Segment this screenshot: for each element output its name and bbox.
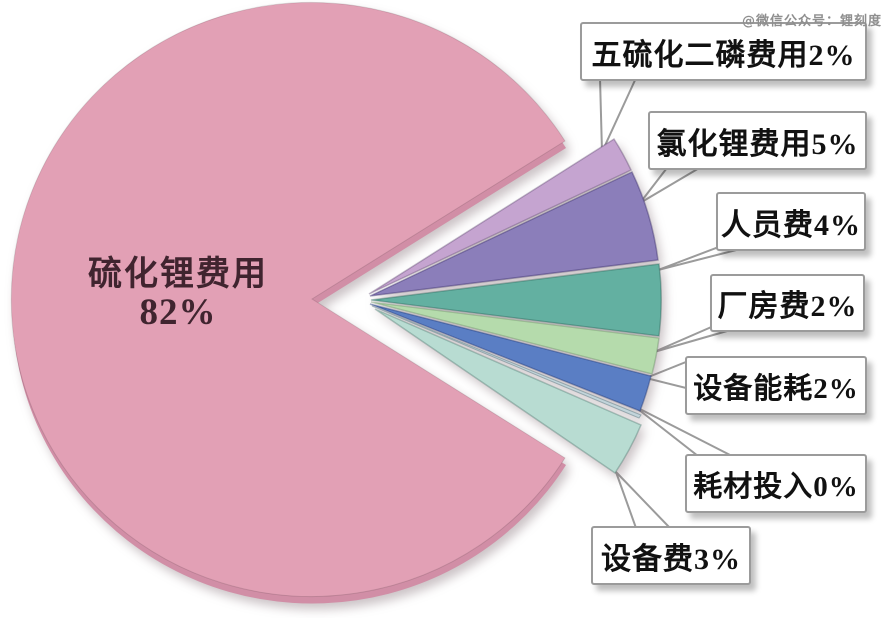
callout-text-plant: 厂房费2% xyxy=(717,290,858,323)
pie-slice-personnel xyxy=(370,263,662,337)
pie-slice-licl xyxy=(369,171,659,297)
main-slice-percentage: 82% xyxy=(139,292,217,334)
pie-slices xyxy=(10,2,662,604)
main-slice-name: 硫化锂费用 xyxy=(88,256,268,293)
pie-slice-consumables xyxy=(371,305,642,419)
pie-slice-energy xyxy=(369,303,652,412)
callout-text-personnel: 人员费4% xyxy=(721,208,861,242)
callout-text-p2s5: 五硫化二磷费用2% xyxy=(591,38,856,72)
callout-tail-p2s5 xyxy=(598,77,638,153)
pie-slice-plant xyxy=(370,301,660,375)
callout-tail-equipment xyxy=(615,471,673,529)
callout-text-energy: 设备能耗2% xyxy=(693,372,859,405)
callout-label-energy: 设备能耗2% xyxy=(685,356,867,415)
callout-label-p2s5: 五硫化二磷费用2% xyxy=(580,22,867,81)
main-slice-label: 硫化锂费用 82% xyxy=(66,256,290,334)
pie-slice-lithium-sulfide xyxy=(10,2,566,597)
callout-text-equipment: 设备费3% xyxy=(601,542,741,576)
callout-label-licl: 氯化锂费用5% xyxy=(648,111,867,170)
watermark: @微信公众号：锂刻度 xyxy=(741,14,882,29)
callout-label-consumables: 耗材投入0% xyxy=(685,454,867,513)
pie-slice-p2s5 xyxy=(368,137,632,295)
callout-label-personnel: 人员费4% xyxy=(716,192,866,251)
callout-text-consumables: 耗材投入0% xyxy=(693,470,859,503)
callout-text-licl: 氯化锂费用5% xyxy=(656,127,859,161)
callout-label-plant: 厂房费2% xyxy=(710,274,865,332)
callout-label-equipment: 设备费3% xyxy=(591,526,751,585)
pie-slice-equipment xyxy=(374,308,642,475)
